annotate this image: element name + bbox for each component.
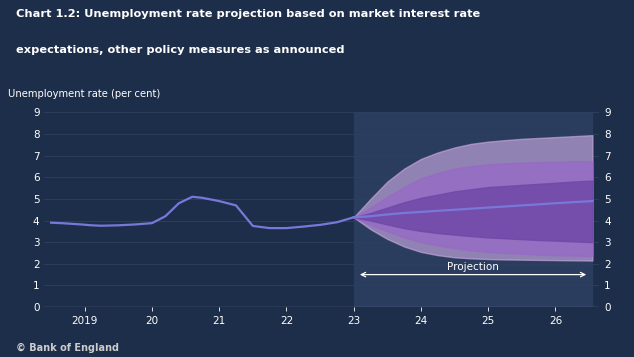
Text: Projection: Projection (447, 262, 499, 272)
Text: Unemployment rate (per cent): Unemployment rate (per cent) (8, 89, 160, 99)
Bar (354, 112, 592, 307)
Text: expectations, other policy measures as announced: expectations, other policy measures as a… (16, 45, 344, 55)
Text: Chart 1.2: Unemployment rate projection based on market interest rate: Chart 1.2: Unemployment rate projection … (16, 9, 480, 19)
Text: © Bank of England: © Bank of England (16, 343, 119, 353)
